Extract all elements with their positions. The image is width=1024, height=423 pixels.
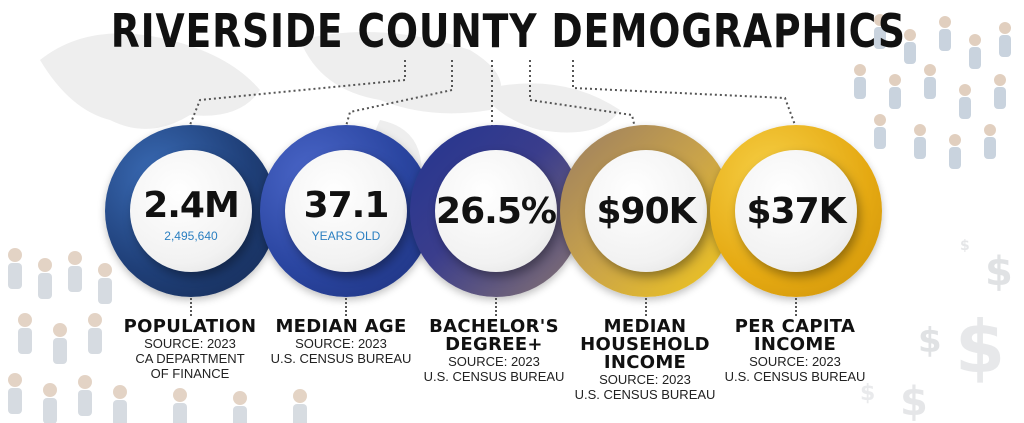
stat-median-household-income: $90K bbox=[560, 125, 732, 297]
stat-disc bbox=[585, 150, 707, 272]
stat-value: 37.1 bbox=[303, 185, 390, 226]
stat-label: POPULATION bbox=[123, 316, 257, 337]
label-connector bbox=[795, 298, 797, 316]
stat-label: MEDIAN AGE bbox=[275, 316, 407, 337]
label-population: POPULATION SOURCE: 2023 CA DEPARTMENT OF… bbox=[90, 318, 290, 381]
svg-text:$: $ bbox=[955, 305, 1005, 389]
stat-source: U.S. CENSUS BUREAU bbox=[724, 369, 866, 384]
stat-value: $37K bbox=[746, 191, 846, 232]
stat-per-capita-income: $37K bbox=[710, 125, 882, 297]
stat-source: OF FINANCE bbox=[150, 366, 230, 381]
svg-text:$: $ bbox=[900, 379, 928, 423]
stat-subvalue: 2,495,640 bbox=[164, 229, 218, 243]
stat-disc bbox=[735, 150, 857, 272]
stat-source: U.S. CENSUS BUREAU bbox=[270, 351, 412, 366]
stat-label: INCOME bbox=[753, 334, 837, 355]
stat-label: INCOME bbox=[603, 352, 687, 373]
label-connector bbox=[190, 298, 192, 316]
label-connector bbox=[645, 298, 647, 316]
label-per-capita-income: PER CAPITA INCOME SOURCE: 2023 U.S. CENS… bbox=[695, 318, 895, 384]
crowd-illustration-bottom-left bbox=[8, 248, 307, 423]
stat-population: 2.4M 2,495,640 bbox=[105, 125, 277, 297]
stat-disc bbox=[285, 150, 407, 272]
stat-disc bbox=[130, 150, 252, 272]
page-title: RIVERSIDE COUNTY DEMOGRAPHICS bbox=[110, 4, 906, 58]
label-median-age: MEDIAN AGE SOURCE: 2023 U.S. CENSUS BURE… bbox=[241, 318, 441, 366]
dollar-sign-icons: $ $ $ $ $ $ bbox=[860, 238, 1013, 423]
crowd-illustration-top-right bbox=[854, 14, 1011, 169]
label-connector bbox=[345, 298, 347, 316]
stat-source: SOURCE: 2023 bbox=[295, 336, 387, 351]
stat-value: 2.4M bbox=[143, 185, 240, 226]
svg-text:$: $ bbox=[918, 321, 942, 361]
svg-text:$: $ bbox=[960, 238, 970, 254]
stat-value: $90K bbox=[596, 191, 696, 232]
stat-label: PER CAPITA bbox=[734, 316, 856, 337]
stat-source: SOURCE: 2023 bbox=[448, 354, 540, 369]
stat-label: DEGREE+ bbox=[445, 334, 543, 355]
stat-disc bbox=[435, 150, 557, 272]
svg-text:$: $ bbox=[860, 381, 875, 406]
stat-source: U.S. CENSUS BUREAU bbox=[423, 369, 565, 384]
svg-text:$: $ bbox=[985, 249, 1013, 295]
label-connector bbox=[495, 298, 497, 316]
label-bachelors-degree: BACHELOR'S DEGREE+ SOURCE: 2023 U.S. CEN… bbox=[394, 318, 594, 384]
stat-source: CA DEPARTMENT bbox=[135, 351, 245, 366]
stat-source: SOURCE: 2023 bbox=[599, 372, 691, 387]
stat-subvalue: YEARS OLD bbox=[311, 229, 381, 243]
label-median-household-income: MEDIAN HOUSEHOLD INCOME SOURCE: 2023 U.S… bbox=[545, 318, 745, 402]
stat-label: MEDIAN bbox=[603, 316, 687, 337]
stat-bachelors-degree: 26.5% bbox=[410, 125, 582, 297]
stat-source: SOURCE: 2023 bbox=[144, 336, 236, 351]
stat-label: BACHELOR'S bbox=[429, 316, 559, 337]
stat-source: SOURCE: 2023 bbox=[749, 354, 841, 369]
stat-value: 26.5% bbox=[436, 191, 557, 232]
stat-median-age: 37.1 YEARS OLD bbox=[260, 125, 432, 297]
stat-label: HOUSEHOLD bbox=[580, 334, 710, 355]
stat-source: U.S. CENSUS BUREAU bbox=[574, 387, 716, 402]
